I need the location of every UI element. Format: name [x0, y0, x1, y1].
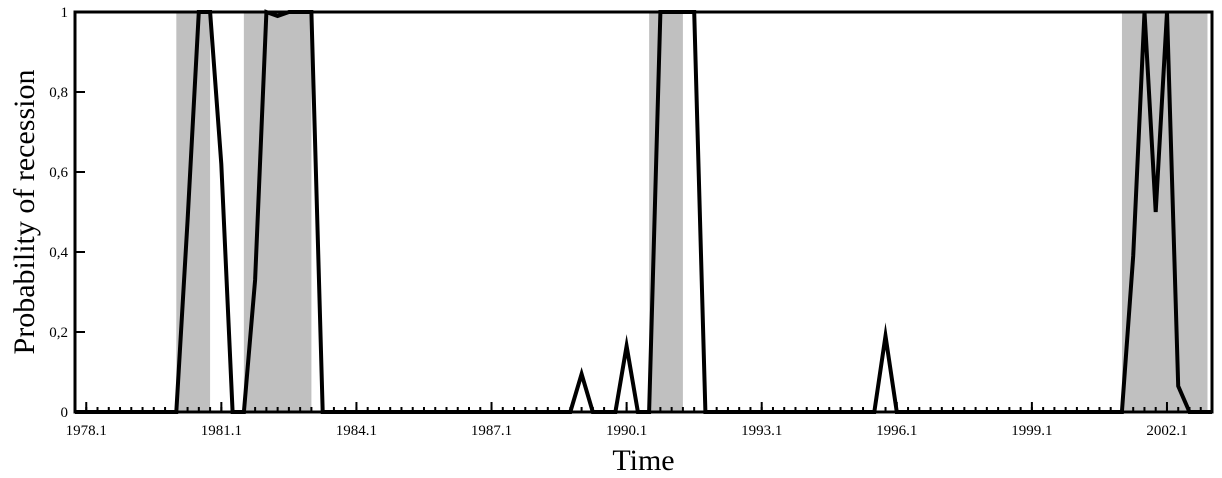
y-tick-label: 0	[61, 405, 69, 421]
x-tick-label: 1987.1	[471, 423, 512, 439]
y-tick-label: 0,2	[49, 325, 68, 341]
y-tick-labels: 0 0,2 0,4 0,6 0,8 1	[49, 5, 68, 421]
plot-frame	[73, 10, 1214, 414]
x-tick-label: 1984.1	[336, 423, 377, 439]
x-axis-title: Time	[612, 444, 674, 477]
x-tick-label: 1978.1	[66, 423, 107, 439]
major-ticks	[75, 11, 1168, 413]
y-axis-title: Probability of recession	[8, 70, 41, 355]
x-tick-label: 1993.1	[741, 423, 782, 439]
x-tick-labels: 1978.1 1981.1 1984.1 1987.1 1990.1 1993.1 1996…	[66, 423, 1188, 439]
y-tick-label: 1	[61, 5, 69, 21]
x-tick-label: 1999.1	[1011, 423, 1052, 439]
x-tick-label: 1990.1	[606, 423, 647, 439]
y-tick-label: 0,4	[49, 245, 68, 261]
x-tick-label: 1996.1	[876, 423, 917, 439]
y-tick-label: 0,6	[49, 165, 68, 181]
recession-band-1	[243, 12, 312, 412]
x-tick-label: 1981.1	[201, 423, 242, 439]
x-tick-label: 2002.1	[1146, 423, 1187, 439]
y-tick-label: 0,8	[49, 85, 68, 101]
recession-bands	[176, 12, 1208, 412]
